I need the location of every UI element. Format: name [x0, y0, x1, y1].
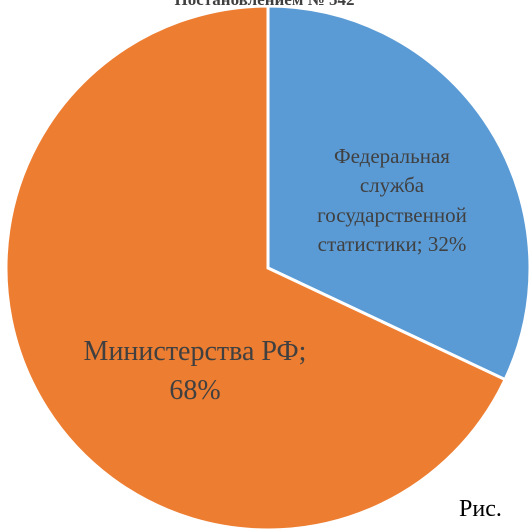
- caption: Рис.: [459, 496, 502, 522]
- label-separator: ;: [416, 232, 423, 257]
- label-category: Федеральная служба государственной стати…: [317, 144, 467, 257]
- label-separator: ;: [298, 336, 307, 367]
- label-value: 68%: [169, 375, 221, 407]
- label-category: Министерства РФ: [83, 336, 299, 367]
- pie-slice: [266, 4, 529, 382]
- label-value: 32%: [427, 232, 467, 257]
- pie-slice: [4, 4, 508, 531]
- chart-title: Постановлением № 542: [0, 0, 529, 10]
- data-label: Министерства РФ; 68%: [70, 332, 320, 410]
- data-label: Федеральная служба государственной стати…: [302, 142, 482, 260]
